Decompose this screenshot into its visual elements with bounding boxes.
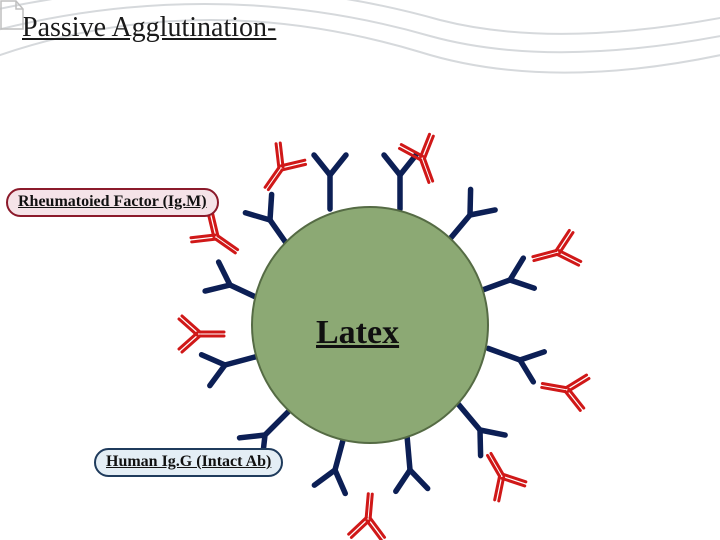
igg-antibody-icon (314, 155, 346, 209)
rheumatoid-factor-icon (539, 368, 590, 411)
igg-antibody-icon (384, 155, 416, 209)
igg-antibody-icon (391, 435, 428, 492)
rf-label-text: Rheumatoied Factor (Ig.M) (18, 193, 207, 210)
igg-label-text: Human Ig.G (Intact Ab) (106, 453, 271, 470)
rheumatoid-factor-icon (189, 211, 247, 266)
igg-antibody-icon (483, 333, 545, 382)
latex-label: Latex (316, 314, 399, 352)
page-corner-icon (0, 0, 24, 30)
rf-label: Rheumatoied Factor (Ig.M) (6, 188, 219, 217)
rheumatoid-factor-icon (529, 230, 582, 276)
igg-antibody-icon (202, 341, 262, 386)
igg-label: Human Ig.G (Intact Ab) (94, 448, 283, 477)
rheumatoid-factor-icon (252, 141, 307, 199)
slide: Passive Agglutination- Latex Rheumatoied… (0, 0, 720, 540)
rheumatoid-factor-icon (348, 492, 388, 540)
rheumatoid-factor-icon (398, 133, 447, 188)
rheumatoid-factor-icon (179, 316, 224, 352)
